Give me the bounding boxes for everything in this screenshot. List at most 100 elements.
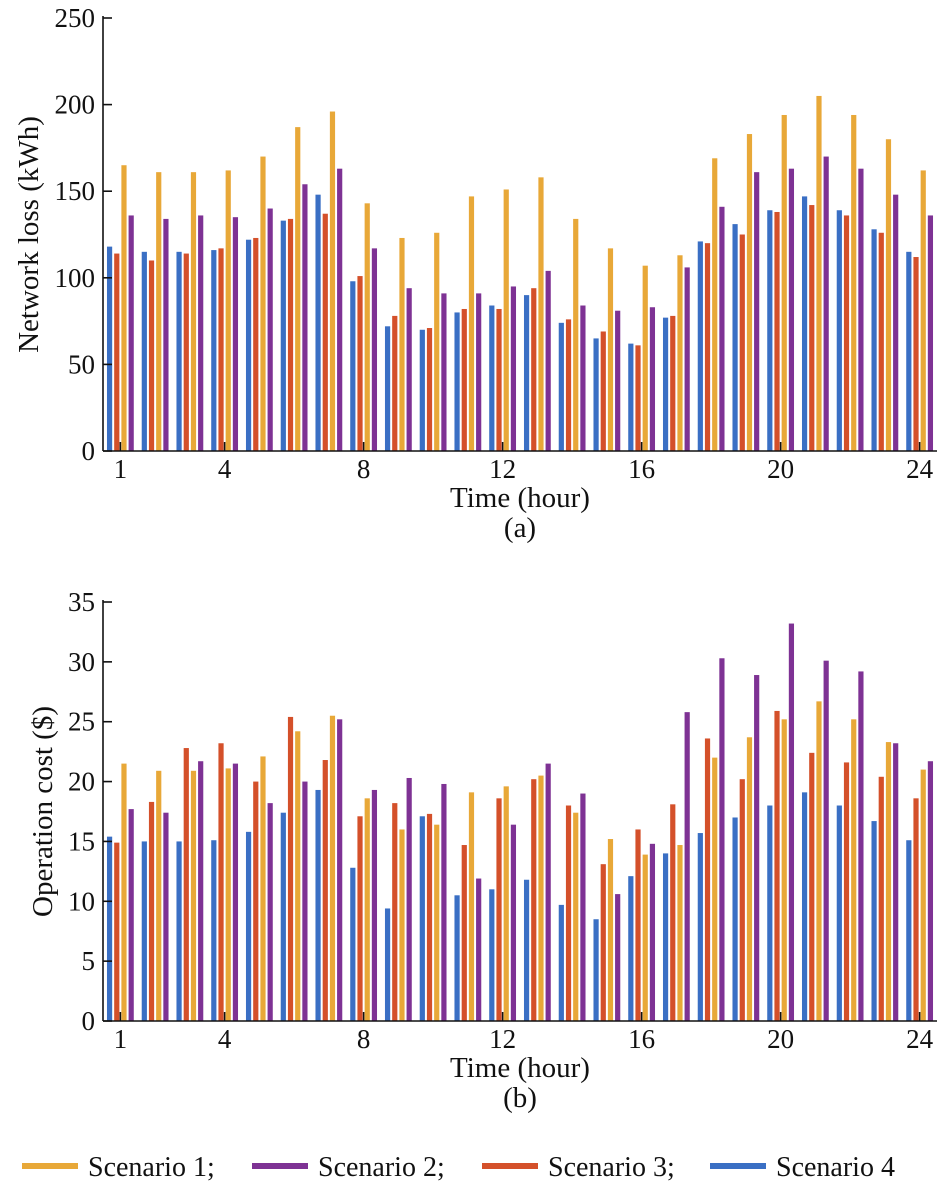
bar-scenario-4-hour-17	[662, 853, 669, 1021]
x-tick-label: 24	[906, 454, 934, 484]
bar-scenario-1-hour-20	[781, 719, 787, 1021]
bar-scenario-4-hour-6	[280, 220, 286, 451]
bar-scenario-2-hour-20	[788, 623, 795, 1021]
bar-scenario-3-hour-1	[114, 842, 120, 1021]
y-tick-label: 100	[55, 263, 96, 293]
bar-scenario-1-hour-21	[816, 701, 822, 1021]
bar-scenario-3-hour-3	[183, 253, 189, 451]
bar-scenario-4-hour-5	[245, 831, 252, 1021]
y-tick-label: 15	[68, 826, 95, 856]
bar-scenario-2-hour-9	[406, 777, 412, 1021]
bar-scenario-1-hour-2	[156, 172, 162, 451]
x-tick-label: 12	[489, 1024, 516, 1054]
bar-scenario-1-hour-21	[816, 95, 822, 451]
panel-label: (b)	[503, 1082, 537, 1114]
bar-scenario-4-hour-13	[523, 879, 530, 1021]
bar-scenario-2-hour-2	[163, 812, 169, 1021]
bar-scenario-2-hour-17	[684, 712, 690, 1021]
bar-scenario-2-hour-8	[371, 248, 378, 451]
bar-scenario-4-hour-4	[211, 250, 217, 451]
bar-scenario-4-hour-19	[732, 817, 738, 1021]
bar-scenario-3-hour-7	[322, 760, 328, 1021]
bar-scenario-4-hour-14	[558, 322, 564, 451]
x-tick-label: 1	[114, 1024, 128, 1054]
bar-scenario-1-hour-1	[121, 165, 127, 451]
bar-scenario-4-hour-22	[836, 210, 842, 451]
bar-scenario-3-hour-24	[913, 798, 919, 1021]
chart-a-network-loss: 0 50 100 150 200 250 1 4 8 12 16 20 24 Time (hour) Net…	[13, 3, 937, 544]
bar-scenario-1-hour-23	[885, 139, 892, 452]
bar-scenario-2-hour-22	[858, 671, 864, 1021]
x-tick-label: 16	[628, 454, 655, 484]
bar-scenario-3-hour-23	[878, 776, 884, 1021]
bar-scenario-2-hour-23	[893, 743, 899, 1021]
y-tick-label: 50	[68, 349, 95, 379]
y-tick-label: 200	[55, 90, 96, 120]
bar-scenario-4-hour-7	[315, 194, 321, 451]
bar-scenario-4-hour-9	[384, 908, 391, 1021]
bar-scenario-2-hour-7	[337, 719, 343, 1021]
bar-scenario-2-hour-11	[476, 293, 482, 451]
y-tick-label: 5	[82, 946, 96, 976]
bar-scenario-1-hour-13	[538, 775, 544, 1021]
bar-scenario-3-hour-4	[218, 248, 224, 451]
bar-scenario-3-hour-17	[670, 315, 676, 451]
bar-scenario-4-hour-8	[350, 281, 356, 451]
bar-scenario-1-hour-22	[851, 114, 857, 452]
bar-scenario-2-hour-15	[615, 310, 621, 451]
bar-scenario-1-hour-8	[364, 203, 370, 451]
bar-scenario-4-hour-5	[245, 239, 252, 451]
bar-scenario-4-hour-20	[767, 805, 773, 1021]
bar-scenario-1-hour-11	[468, 196, 475, 451]
bar-scenario-4-hour-17	[662, 317, 669, 451]
bar-scenario-4-hour-1	[106, 246, 113, 451]
bar-scenario-4-hour-3	[176, 841, 182, 1021]
legend-item-scenario-4: Scenario 4	[710, 1152, 895, 1183]
bar-scenario-3-hour-8	[357, 816, 363, 1021]
bar-scenario-1-hour-2	[156, 770, 162, 1021]
bar-scenario-1-hour-8	[364, 798, 370, 1021]
bar-scenario-2-hour-9	[406, 288, 412, 451]
bar-scenario-4-hour-22	[836, 805, 842, 1021]
legend-item-scenario-1: Scenario 1;	[22, 1152, 215, 1183]
bar-scenario-2-hour-10	[441, 293, 447, 451]
bar-scenario-4-hour-21	[801, 196, 808, 451]
bar-scenario-3-hour-22	[843, 215, 850, 451]
bar-scenario-2-hour-13	[545, 270, 551, 451]
bar-scenario-4-hour-16	[628, 343, 634, 451]
bar-scenario-3-hour-15	[600, 864, 606, 1021]
y-tick-label: 0	[82, 1006, 96, 1036]
bar-scenario-3-hour-3	[183, 748, 189, 1021]
bar-scenario-4-hour-8	[350, 867, 356, 1021]
bar-scenario-4-hour-13	[523, 295, 530, 451]
x-tick-label: 4	[218, 454, 232, 484]
x-tick-label: 1	[114, 454, 128, 484]
legend-item-scenario-2: Scenario 2;	[252, 1152, 445, 1183]
bar-scenario-2-hour-4	[232, 217, 239, 451]
bar-scenario-3-hour-20	[774, 710, 780, 1021]
bar-scenario-3-hour-11	[461, 845, 467, 1021]
bar-scenario-1-hour-17	[677, 255, 683, 451]
bar-scenario-1-hour-4	[225, 768, 231, 1021]
panel-label: (a)	[504, 512, 536, 544]
legend-label: Scenario 2;	[318, 1152, 445, 1183]
legend-label: Scenario 4	[776, 1152, 895, 1183]
bar-scenario-2-hour-21	[823, 660, 829, 1021]
bar-scenario-1-hour-19	[746, 134, 753, 452]
bar-scenario-2-hour-3	[198, 215, 204, 451]
bar-scenario-3-hour-24	[913, 257, 919, 451]
bar-scenario-1-hour-19	[746, 737, 753, 1021]
bar-scenario-4-hour-24	[906, 251, 912, 451]
bar-scenario-1-hour-16	[642, 265, 648, 451]
bar-scenario-3-hour-14	[565, 319, 572, 451]
bar-scenario-1-hour-1	[121, 763, 127, 1021]
bar-scenario-4-hour-16	[628, 876, 634, 1021]
bar-scenario-4-hour-2	[141, 841, 147, 1021]
bar-scenario-1-hour-5	[260, 756, 266, 1021]
bar-scenario-3-hour-10	[426, 813, 433, 1021]
bar-scenario-3-hour-12	[496, 798, 502, 1021]
y-tick-label: 0	[82, 436, 96, 466]
bar-scenario-2-hour-1	[128, 809, 134, 1021]
bar-scenario-3-hour-15	[600, 331, 606, 451]
bar-scenario-4-hour-6	[280, 812, 286, 1021]
